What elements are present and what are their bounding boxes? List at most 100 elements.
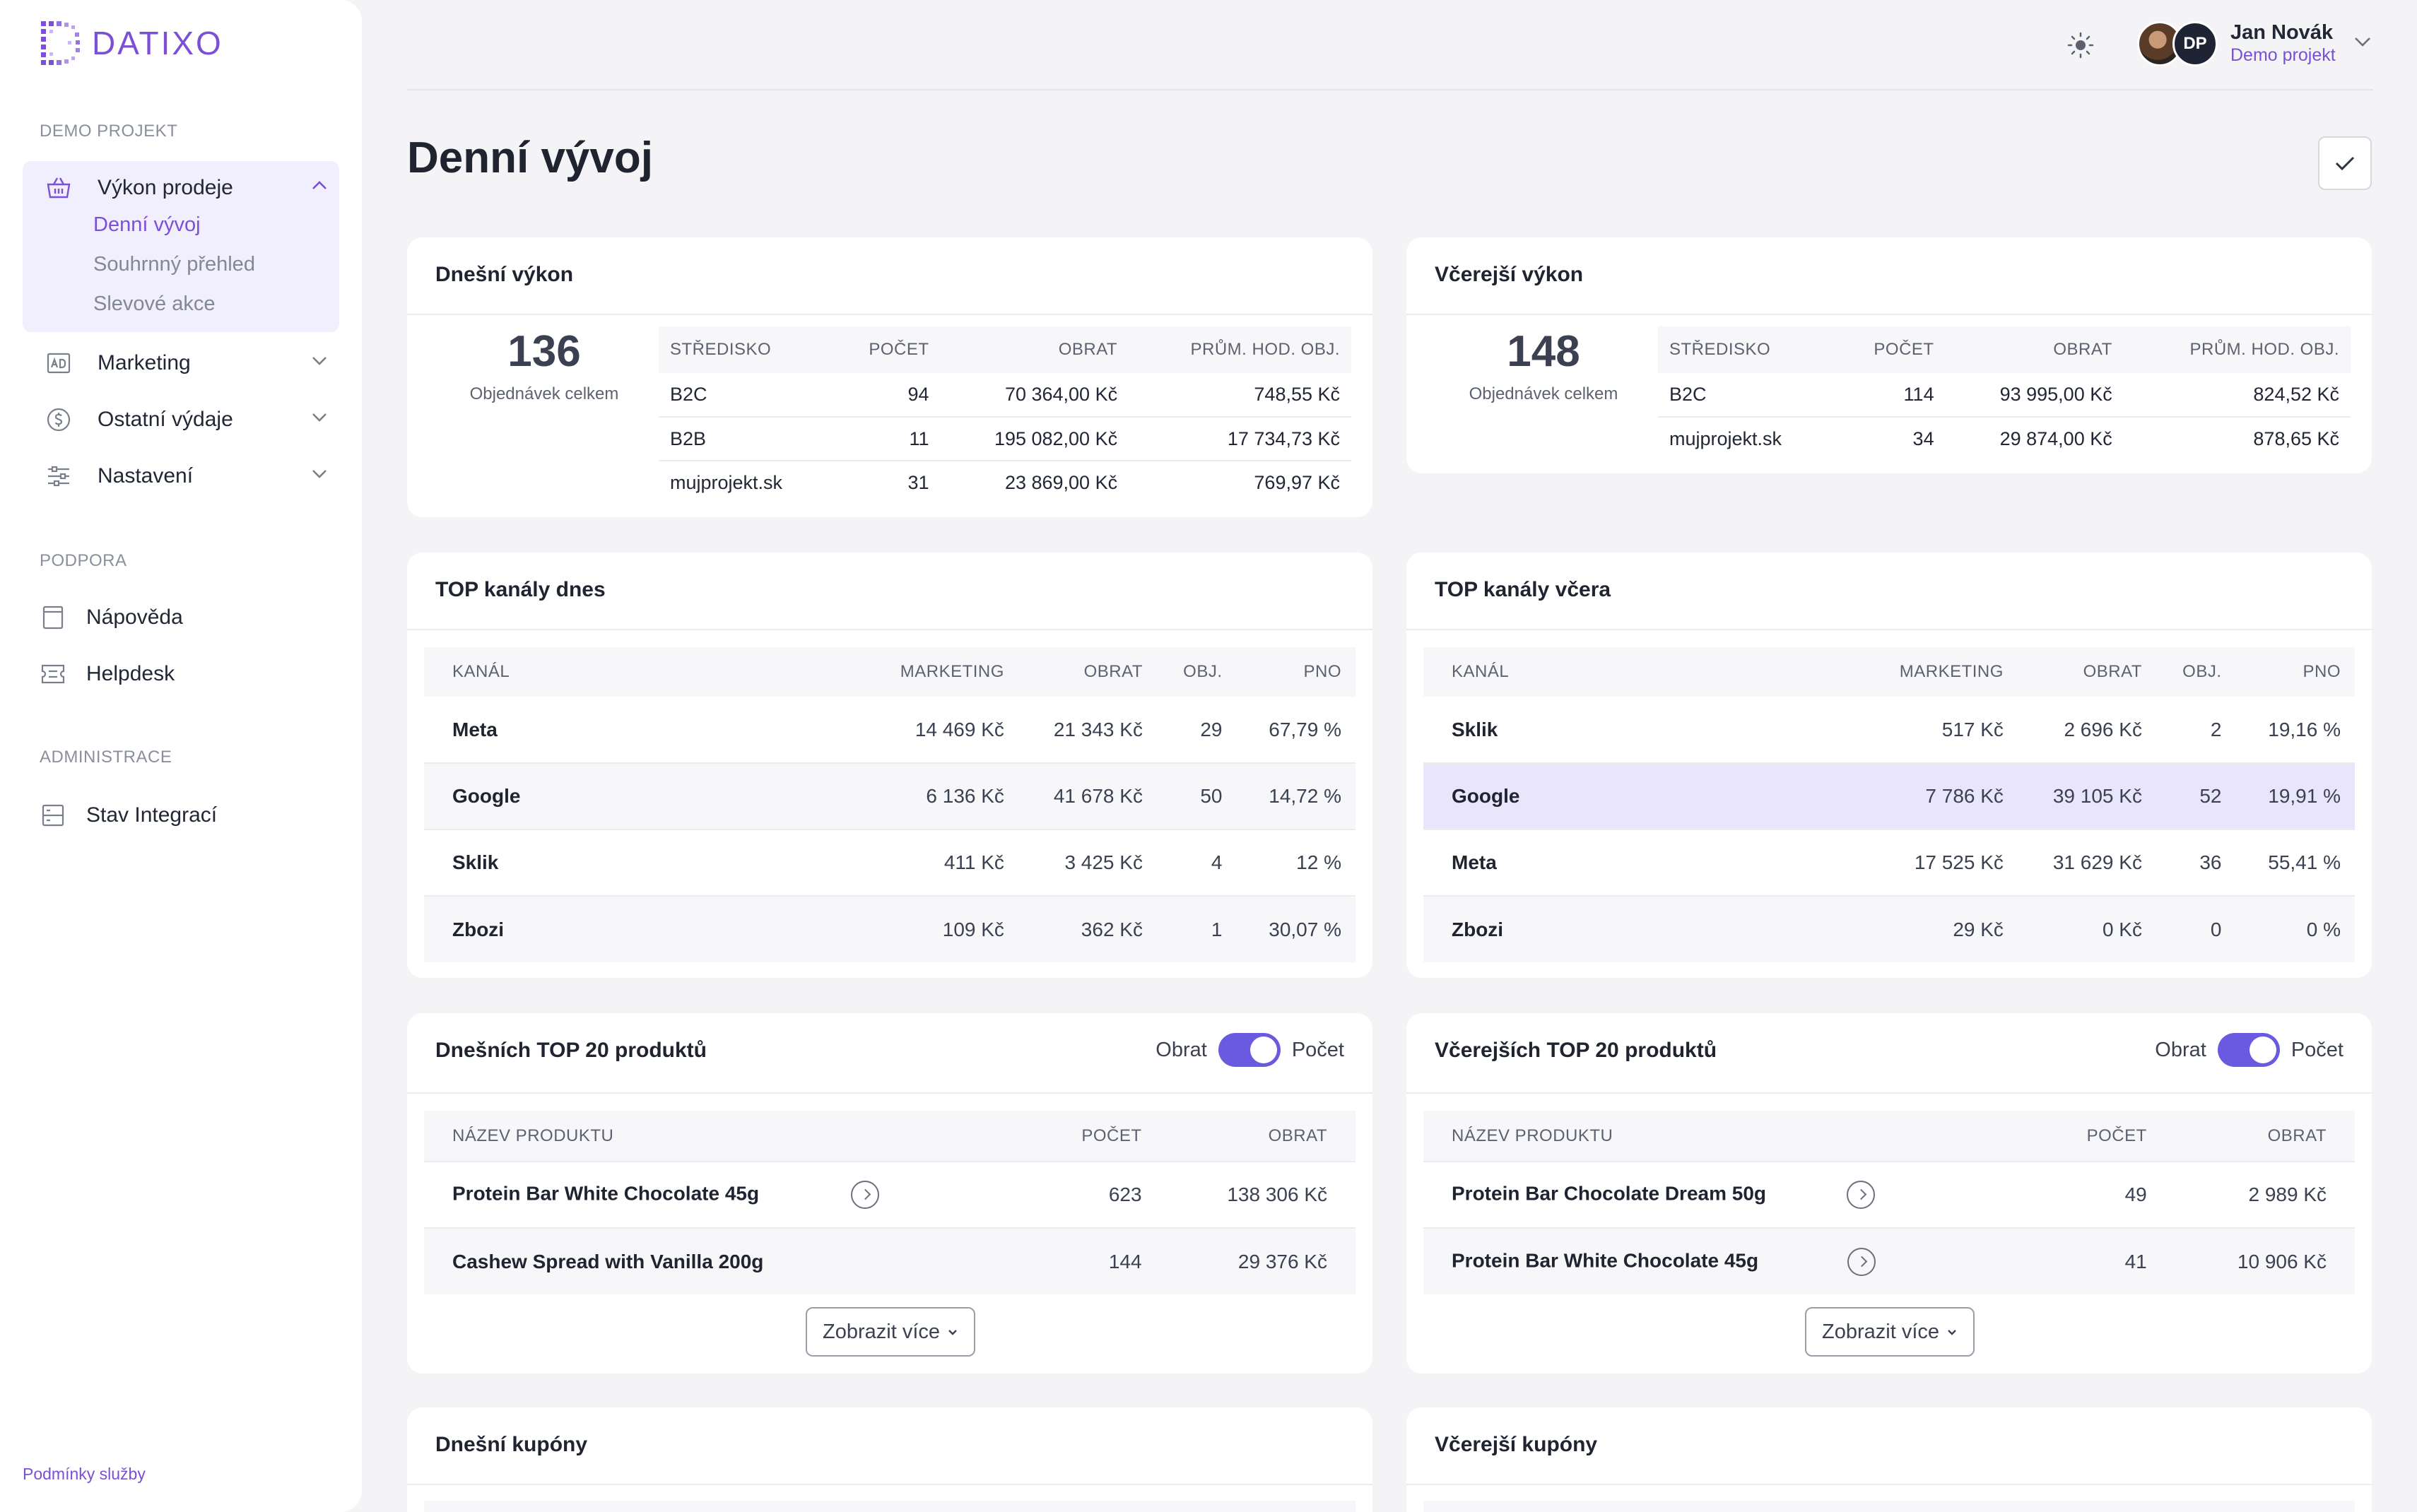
col-header[interactable]: NÁZEV PRODUKTU	[1423, 1111, 2031, 1162]
cell-marketing: 14 469 Kč	[915, 718, 1004, 740]
col-header[interactable]: PRŮM. HOD. OBJ.	[2123, 326, 2351, 373]
col-header[interactable]: OBRAT	[1945, 326, 2124, 373]
kpi-label: Objednávek celkem	[1469, 384, 1618, 403]
card-divider	[407, 1092, 1372, 1094]
table-row[interactable]: Sklik 411 Kč 3 425 Kč 4 12 %	[424, 829, 1355, 896]
ad-icon	[45, 350, 72, 377]
sidebar-subitem-summary[interactable]: Souhrnný přehled	[93, 253, 255, 276]
user-project[interactable]: Demo projekt	[2230, 45, 2336, 65]
confirm-button[interactable]	[2318, 136, 2372, 190]
table-row[interactable]: Protein Bar White Chocolate 45g 41 10 90…	[1423, 1227, 2355, 1294]
table-row-hovered[interactable]: Google 7 786 Kč 39 105 Kč 52 19,91 %	[1423, 762, 2355, 829]
metric-toggle: Obrat Počet	[2155, 1033, 2344, 1067]
kpi-label: Objednávek celkem	[469, 384, 619, 403]
today-products-table: NÁZEV PRODUKTU POČET OBRAT Protein Bar W…	[424, 1111, 1355, 1294]
sidebar-item-sales[interactable]: Výkon prodeje	[45, 171, 328, 205]
cell-center: mujprojekt.sk	[1658, 416, 1837, 461]
col-header[interactable]: POČET	[833, 326, 941, 373]
col-header[interactable]: NÁZEV PRODUKTU	[424, 1111, 1032, 1162]
sidebar-subitem-discounts[interactable]: Slevové akce	[93, 293, 216, 315]
sidebar-subitem-daily[interactable]: Denní vývoj	[93, 213, 201, 236]
table-row[interactable]: Meta 17 525 Kč 31 629 Kč 36 55,41 %	[1423, 829, 2355, 896]
cell-revenue: 41 678 Kč	[1018, 762, 1157, 829]
col-header[interactable]: MARKETING	[1862, 647, 2018, 697]
sidebar-item-marketing[interactable]: Marketing	[45, 346, 328, 380]
table-row[interactable]: Zbozi 29 Kč 0 Kč 0 0 %	[1423, 895, 2355, 962]
col-header[interactable]: OBJ.	[1156, 647, 1237, 697]
col-header[interactable]: OBRAT	[1018, 647, 1157, 697]
chevron-down-icon[interactable]	[311, 411, 328, 423]
cell-count: 94	[907, 384, 929, 405]
cell-revenue: 39 105 Kč	[2017, 762, 2156, 829]
col-header[interactable]: OBJ.	[2156, 647, 2236, 697]
col-header[interactable]: OBRAT	[2175, 1111, 2355, 1162]
col-header[interactable]: MARKETING	[862, 647, 1018, 697]
metric-switch[interactable]	[1218, 1033, 1281, 1067]
table-row[interactable]: Cashew Spread with Vanilla 200g 144 29 3…	[424, 1227, 1355, 1294]
col-header[interactable]: POČET	[1836, 326, 1946, 373]
sidebar-item-integrations[interactable]: Stav Integrací	[40, 798, 322, 832]
sidebar-item-label: Výkon prodeje	[98, 176, 233, 199]
cell-orders: 29	[1200, 718, 1223, 740]
toggle-label-revenue[interactable]: Obrat	[2155, 1038, 2206, 1061]
chevron-down-icon[interactable]	[2353, 35, 2372, 48]
terms-link[interactable]: Podmínky služby	[23, 1465, 146, 1483]
col-header[interactable]: PNO	[2235, 647, 2355, 697]
card-title: Dnešní výkon	[435, 263, 574, 286]
col-header[interactable]: PRŮM. HOD. OBJ.	[1129, 326, 1351, 373]
show-more-button[interactable]: Zobrazit více	[806, 1307, 975, 1357]
col-header[interactable]: OBRAT	[940, 326, 1129, 373]
cell-revenue: 70 364,00 Kč	[1004, 384, 1118, 405]
table-row[interactable]: Meta 14 469 Kč 21 343 Kč 29 67,79 %	[424, 697, 1355, 763]
sidebar-item-settings[interactable]: Nastavení	[45, 459, 328, 493]
col-header[interactable]: OBRAT	[2017, 647, 2156, 697]
col-header[interactable]: KANÁL	[424, 647, 862, 697]
card-title: Včerejších TOP 20 produktů	[1435, 1039, 1717, 1062]
theme-toggle-sun-icon[interactable]	[2066, 31, 2095, 59]
basket-icon	[45, 175, 72, 201]
table-row[interactable]: Protein Bar Chocolate Dream 50g 49 2 989…	[1423, 1161, 2355, 1228]
col-header[interactable]: OBRAT	[1170, 1111, 1355, 1162]
col-header[interactable]: STŘEDISKO	[1658, 326, 1837, 373]
user-name[interactable]: Jan Novák	[2230, 21, 2334, 44]
cell-channel: Meta	[452, 718, 498, 740]
col-header[interactable]: KANÁL	[1423, 647, 1862, 697]
open-product-icon[interactable]	[850, 1181, 879, 1209]
metric-switch[interactable]	[2217, 1033, 2280, 1067]
product-name: Protein Bar White Chocolate 45g	[1452, 1248, 1759, 1271]
cell-marketing: 517 Kč	[1941, 718, 2004, 740]
logo[interactable]: DATIXO	[40, 20, 223, 66]
today-coupons-card: Dnešní kupóny	[407, 1407, 1372, 1512]
product-name: Cashew Spread with Vanilla 200g	[452, 1250, 764, 1272]
sidebar-item-other-costs[interactable]: Ostatní výdaje	[45, 403, 328, 437]
col-header[interactable]: STŘEDISKO	[659, 326, 834, 373]
col-header[interactable]: POČET	[2031, 1111, 2175, 1162]
card-divider	[1406, 1484, 2372, 1485]
sidebar-item-help[interactable]: Nápověda	[40, 601, 322, 634]
sidebar-item-label: Ostatní výdaje	[98, 408, 233, 431]
show-more-label: Zobrazit více	[1822, 1320, 1939, 1343]
open-product-icon[interactable]	[1847, 1247, 1876, 1276]
cell-channel: Zbozi	[424, 895, 862, 962]
table-row: B2B 11 195 082,00 Kč 17 734,73 Kč	[659, 416, 1351, 461]
project-avatar[interactable]: DP	[2172, 21, 2218, 66]
sidebar: DATIXO DEMO PROJEKT Výkon prodeje Denní …	[0, 0, 362, 1512]
table-row[interactable]: Zbozi 109 Kč 362 Kč 1 30,07 %	[424, 895, 1355, 962]
toggle-label-count[interactable]: Počet	[1291, 1038, 1344, 1061]
table-row[interactable]: Protein Bar White Chocolate 45g 623 138 …	[424, 1161, 1355, 1228]
table-row[interactable]: Sklik 517 Kč 2 696 Kč 2 19,16 %	[1423, 697, 2355, 763]
table-row[interactable]: Google 6 136 Kč 41 678 Kč 50 14,72 %	[424, 762, 1355, 829]
open-product-icon[interactable]	[1846, 1181, 1875, 1209]
sidebar-item-helpdesk[interactable]: Helpdesk	[40, 657, 322, 691]
toggle-label-revenue[interactable]: Obrat	[1155, 1038, 1207, 1061]
chevron-down-icon[interactable]	[311, 468, 328, 479]
col-header[interactable]: PNO	[1236, 647, 1355, 697]
section-label-support: PODPORA	[40, 551, 127, 570]
col-header[interactable]: POČET	[1032, 1111, 1170, 1162]
chevron-down-icon[interactable]	[311, 355, 328, 366]
yesterday-channels-table: KANÁL MARKETING OBRAT OBJ. PNO Sklik 517…	[1423, 647, 2355, 962]
show-more-button[interactable]: Zobrazit více	[1805, 1307, 1975, 1357]
chevron-up-icon[interactable]	[311, 179, 328, 191]
cell-count: 114	[1903, 384, 1934, 405]
toggle-label-count[interactable]: Počet	[2290, 1038, 2344, 1061]
